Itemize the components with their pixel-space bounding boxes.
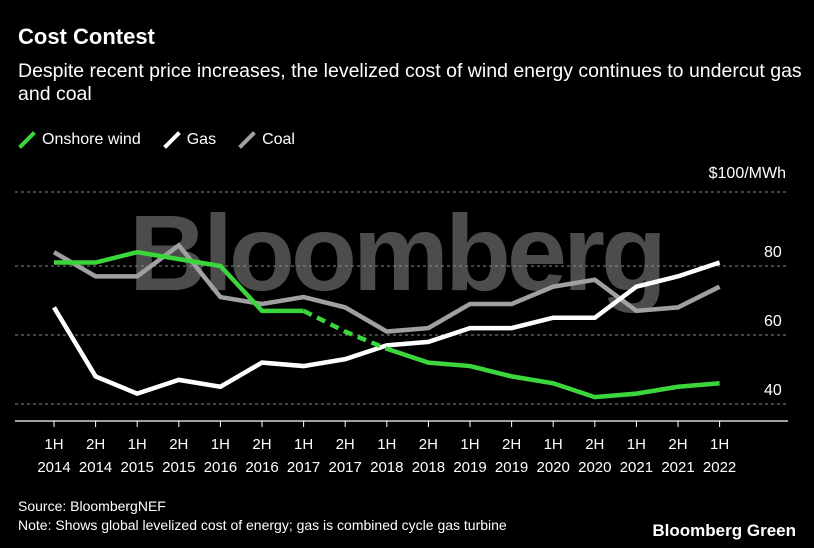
x-tick-label-year: 2021 — [620, 459, 653, 476]
legend-item-wind: Onshore wind — [18, 131, 141, 149]
x-tick-label-half: 1H — [128, 436, 147, 453]
series-line-onshore-wind — [54, 249, 304, 314]
chart-title: Cost Contest — [18, 24, 155, 49]
footer: Source: BloombergNEF Note: Shows global … — [18, 497, 507, 535]
x-tick-label-half: 2H — [252, 436, 271, 453]
y-tick-label: 80 — [764, 244, 782, 261]
x-tick-label-half: 1H — [211, 436, 230, 453]
series-line-onshore-wind — [386, 346, 720, 400]
brand-logo: Bloomberg Green — [652, 521, 796, 540]
x-tick-label-half: 1H — [377, 436, 396, 453]
legend-item-gas: Gas — [162, 131, 217, 149]
x-tick-label-year: 2019 — [453, 459, 486, 476]
x-tick-label-year: 2019 — [495, 459, 528, 476]
x-tick-label-half: 2H — [668, 436, 687, 453]
x-tick-label-year: 2018 — [370, 459, 403, 476]
x-tick-label-year: 2018 — [412, 459, 445, 476]
x-tick-label-year: 2020 — [578, 459, 611, 476]
legend-swatch-wind — [18, 131, 36, 149]
x-tick-label-half: 1H — [294, 436, 313, 453]
x-tick-label-half: 1H — [44, 436, 63, 453]
source-note: Source: BloombergNEF — [18, 498, 166, 514]
legend-swatch-gas — [162, 131, 181, 149]
y-unit-label: $100/MWh — [709, 165, 786, 182]
x-tick-label-year: 2017 — [287, 459, 320, 476]
chart-subtitle: Despite recent price increases, the leve… — [18, 60, 802, 105]
legend-label-wind: Onshore wind — [42, 131, 141, 148]
x-tick-label-year: 2022 — [703, 459, 736, 476]
x-tick-label-half: 2H — [169, 436, 188, 453]
methodology-note: Note: Shows global levelized cost of ene… — [18, 517, 507, 533]
watermark-text: Bloomberg — [129, 192, 663, 313]
x-tick-label-half: 2H — [585, 436, 604, 453]
legend-label-coal: Coal — [262, 131, 295, 148]
series-line-onshore-wind-dashed — [302, 308, 388, 351]
x-tick-label-half: 1H — [460, 436, 479, 453]
x-tick-label-half: 1H — [544, 436, 563, 453]
series-line-gas — [52, 260, 721, 397]
x-tick-label-year: 2017 — [329, 459, 362, 476]
legend-item-coal: Coal — [238, 131, 295, 149]
x-tick-label-year: 2014 — [79, 459, 112, 476]
x-tick-label-half: 2H — [336, 436, 355, 453]
x-tick-label-year: 2016 — [245, 459, 278, 476]
x-tick-label-year: 2014 — [37, 459, 70, 476]
x-tick-label-half: 2H — [419, 436, 438, 453]
legend-swatch-coal — [238, 131, 256, 149]
x-tick-label-year: 2015 — [121, 459, 154, 476]
legend: Onshore wind Gas Coal — [18, 131, 317, 149]
legend-label-gas: Gas — [186, 131, 217, 148]
x-tick-label-half: 1H — [627, 436, 646, 453]
x-tick-label-year: 2021 — [661, 459, 694, 476]
x-tick-label-half: 1H — [710, 436, 729, 453]
y-tick-label: 40 — [764, 382, 782, 399]
y-tick-label: 60 — [764, 313, 782, 330]
x-tick-label-year: 2015 — [162, 459, 195, 476]
x-tick-label-half: 2H — [502, 436, 521, 453]
x-tick-label-year: 2016 — [204, 459, 237, 476]
x-tick-label-half: 2H — [86, 436, 105, 453]
x-tick-label-year: 2020 — [537, 459, 570, 476]
